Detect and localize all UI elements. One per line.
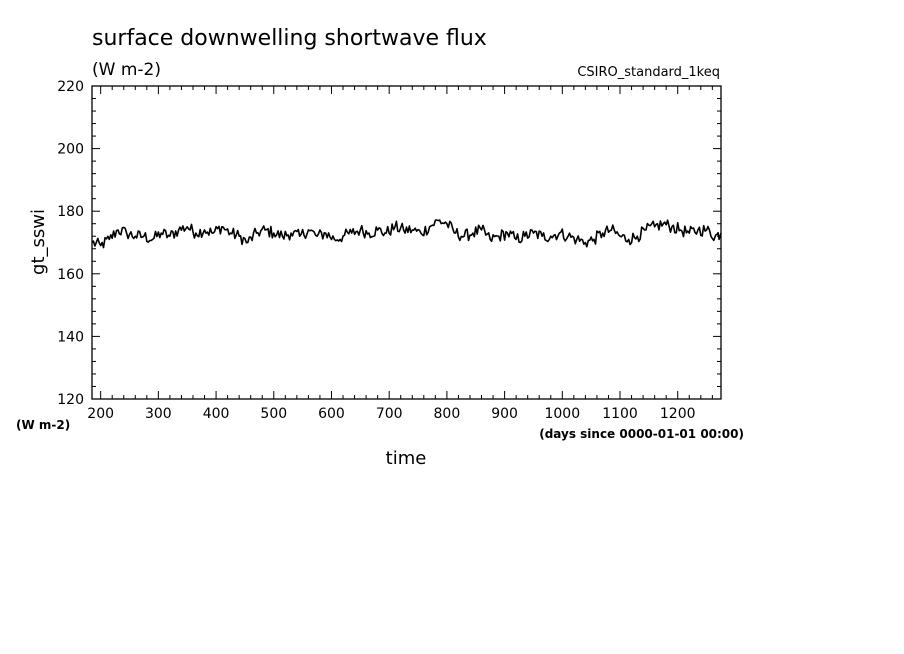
y-axis-ticks: [92, 85, 721, 400]
x-tick-label: 1100: [602, 406, 638, 422]
chart-title: surface downwelling shortwave flux: [92, 26, 487, 51]
y-axis-tick-labels: 120 140 160 180 200 220: [57, 79, 84, 408]
x-axis-tick-labels: 200 300 400 500 600 700 800 900 1000 1100 1200: [87, 406, 695, 422]
x-tick-label: 1000: [544, 406, 580, 422]
x-tick-label: 900: [491, 406, 518, 422]
plot-frame: [91, 85, 722, 400]
x-axis-label: time: [386, 448, 427, 469]
y-axis-units: (W m-2): [16, 418, 70, 432]
x-tick-label: 500: [260, 406, 287, 422]
chart-units-subtitle: (W m-2): [92, 60, 161, 80]
y-tick-label: 220: [57, 79, 84, 95]
x-tick-label: 400: [203, 406, 230, 422]
x-axis-units: (days since 0000-01-01 00:00): [539, 427, 744, 441]
x-tick-label: 200: [87, 406, 114, 422]
dataset-label: CSIRO_standard_1keq: [577, 65, 720, 80]
x-axis-ticks: [100, 86, 713, 399]
x-tick-label: 1200: [660, 406, 696, 422]
x-tick-label: 600: [318, 406, 345, 422]
y-tick-label: 140: [57, 329, 84, 345]
x-tick-label: 800: [434, 406, 461, 422]
x-tick-label: 300: [145, 406, 172, 422]
series-line: [91, 219, 722, 249]
y-tick-label: 120: [57, 392, 84, 408]
x-tick-label: 700: [376, 406, 403, 422]
y-tick-label: 160: [57, 267, 84, 283]
y-tick-label: 200: [57, 142, 84, 158]
y-tick-label: 180: [57, 204, 84, 220]
y-axis-label: gt_sswi: [28, 209, 49, 275]
